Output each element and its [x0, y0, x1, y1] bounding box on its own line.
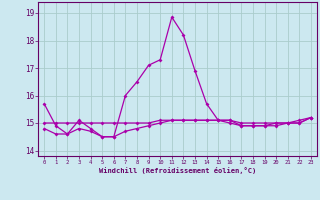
X-axis label: Windchill (Refroidissement éolien,°C): Windchill (Refroidissement éolien,°C): [99, 167, 256, 174]
